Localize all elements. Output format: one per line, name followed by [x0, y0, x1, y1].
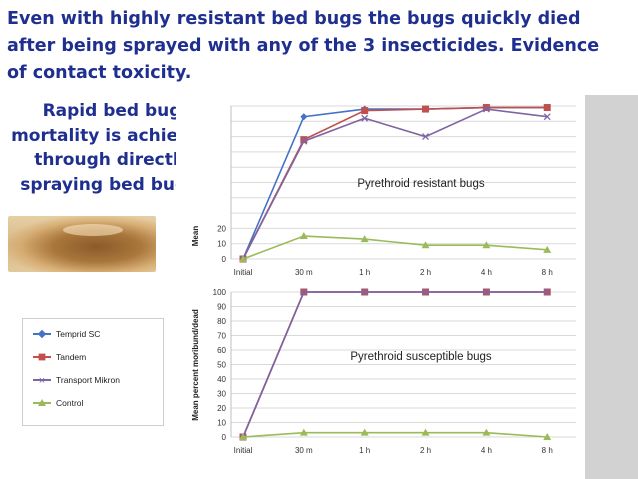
point-transport-mikron — [543, 113, 551, 121]
point-control — [239, 433, 247, 440]
point-control — [482, 428, 491, 436]
chart-annotation: Pyrethroid resistant bugs — [357, 178, 484, 190]
y-tick-label: 40 — [217, 375, 226, 384]
point-transport-mikron — [422, 133, 429, 141]
x-tick-label: 4 h — [481, 446, 492, 455]
slide-subtitle: Rapid bed bug mortality is achieved thro… — [4, 99, 220, 197]
y-tick-label: 50 — [217, 361, 226, 370]
slide-title-line: of contact toxicity. — [7, 63, 192, 83]
background-panel — [585, 95, 638, 479]
point-transport-mikron — [361, 288, 369, 296]
subtitle-line: through directly — [34, 150, 190, 170]
y-tick-label: 70 — [217, 332, 226, 341]
triangle-marker-icon — [38, 399, 46, 406]
point-control — [421, 428, 430, 436]
point-control — [360, 235, 369, 243]
y-tick-label: 10 — [217, 419, 226, 428]
y-tick-label: 0 — [222, 255, 227, 264]
x-tick-label: 8 h — [542, 446, 553, 455]
series-line-control — [242, 235, 548, 260]
legend-label: Control — [56, 398, 84, 408]
legend-label: Temprid SC — [56, 329, 101, 339]
series-line-control — [242, 431, 548, 438]
y-tick-label: 100 — [213, 288, 227, 297]
y-tick-label: 30 — [217, 390, 226, 399]
x-tick-label: Initial — [234, 268, 253, 277]
x-tick-label: 4 h — [481, 268, 492, 277]
diamond-marker-icon — [37, 329, 47, 339]
point-tandem — [543, 104, 551, 112]
chart-resistant-bugs: 0 10 20 Initial 30 m 1 h 2 h 4 h 8 h Mean Pyrethro… — [176, 98, 584, 285]
point-transport-mikron — [482, 105, 490, 113]
x-tick-label: 2 h — [420, 446, 431, 455]
y-tick-label: 90 — [217, 303, 226, 312]
subtitle-line: spraying bed bugs. — [20, 174, 204, 195]
point-transport-mikron — [482, 288, 490, 296]
chart-legend: Temprid SC Tandem × Transport Mikron Control — [22, 318, 164, 426]
chart-resistant-svg: 0 10 20 Initial 30 m 1 h 2 h 4 h 8 h Mean Pyrethro… — [191, 104, 576, 277]
point-control — [421, 241, 430, 249]
chart-susceptible-bugs: 0 10 20 30 40 50 60 70 80 90 100 Initial 30 m 1 h 2 h 4… — [176, 287, 584, 474]
slide-title-line: Even with highly resistant bed bugs the … — [7, 9, 581, 29]
legend-swatch — [33, 353, 51, 361]
chart-susceptible-svg: 0 10 20 30 40 50 60 70 80 90 100 Initial 30 m 1 h 2 h 4… — [191, 288, 576, 455]
x-tick-label: 1 h — [359, 268, 370, 277]
point-transport-mikron — [361, 114, 369, 122]
series-line-transport-mikron — [242, 291, 548, 438]
point-control — [360, 428, 369, 436]
y-tick-label: 80 — [217, 317, 226, 326]
point-tandem — [422, 105, 430, 113]
y-axis-title: Mean — [191, 226, 200, 247]
point-tandem — [361, 107, 369, 115]
y-tick-label: 0 — [222, 433, 227, 442]
legend-item-tandem: Tandem — [33, 349, 86, 365]
x-marker-icon: × — [38, 375, 46, 387]
subtitle-line: mortality is achieved — [11, 125, 213, 146]
point-tandem — [482, 104, 490, 112]
x-tick-label: Initial — [234, 446, 253, 455]
point-tandem — [300, 136, 308, 144]
y-tick-label: 10 — [217, 240, 226, 249]
legend-swatch — [33, 399, 51, 406]
bed-bug-photo — [8, 216, 156, 272]
point-control — [543, 245, 552, 253]
slide-title-line: after being sprayed with any of the 3 in… — [7, 36, 600, 56]
point-control — [239, 255, 247, 262]
y-tick-label: 60 — [217, 346, 226, 355]
legend-item-temprid-sc: Temprid SC — [33, 326, 100, 342]
x-tick-label: 2 h — [420, 268, 431, 277]
point-control — [482, 241, 491, 249]
legend-item-control: Control — [33, 395, 83, 411]
point-control — [299, 232, 308, 240]
point-temprid-sc — [300, 113, 308, 121]
x-tick-label: 8 h — [542, 268, 553, 277]
point-transport-mikron — [543, 288, 551, 296]
legend-label: Transport Mikron — [56, 375, 120, 385]
y-axis-title: Mean percent moribund/dead — [191, 309, 200, 421]
x-tick-label: 30 m — [295, 446, 313, 455]
point-transport-mikron — [300, 137, 308, 145]
chart-annotation: Pyrethroid susceptible bugs — [350, 351, 492, 363]
point-control — [299, 428, 308, 436]
point-transport-mikron — [422, 288, 429, 296]
point-transport-mikron — [300, 288, 308, 296]
series-line-transport-mikron — [242, 108, 548, 260]
y-tick-label: 20 — [217, 224, 226, 233]
point-control — [543, 433, 552, 440]
subtitle-line: Rapid bed bug — [42, 101, 182, 121]
legend-item-transport-mikron: × Transport Mikron — [33, 372, 120, 388]
x-tick-label: 30 m — [295, 268, 313, 277]
legend-swatch: × — [33, 376, 51, 387]
y-tick-label: 20 — [217, 404, 226, 413]
x-tick-label: 1 h — [359, 446, 370, 455]
square-marker-icon — [38, 353, 46, 361]
slide-title: Even with highly resistant bed bugs the … — [7, 6, 631, 87]
legend-swatch — [33, 329, 51, 339]
legend-label: Tandem — [56, 352, 87, 362]
